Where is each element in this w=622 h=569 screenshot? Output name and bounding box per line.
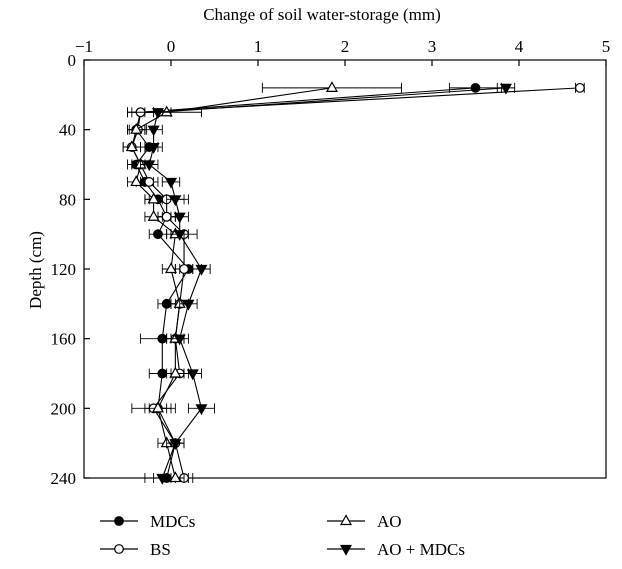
y-tick-label: 40 bbox=[59, 121, 76, 140]
legend-item: BS bbox=[100, 540, 171, 559]
series-1 bbox=[122, 82, 585, 483]
data-point bbox=[169, 195, 182, 207]
legend-item: AO + MDCs bbox=[327, 540, 465, 559]
data-point bbox=[147, 192, 160, 204]
legend-label: AO + MDCs bbox=[377, 540, 465, 559]
series-line bbox=[135, 87, 476, 479]
data-point bbox=[470, 82, 481, 93]
y-tick-label: 80 bbox=[59, 190, 76, 209]
y-axis-title: Depth (cm) bbox=[26, 231, 45, 309]
data-point bbox=[195, 264, 208, 276]
data-point bbox=[173, 334, 186, 346]
data-point bbox=[164, 177, 178, 189]
data-point bbox=[575, 82, 585, 93]
legend-marker bbox=[114, 516, 124, 526]
legend-marker bbox=[339, 514, 353, 526]
legend: MDCs BS AO AO + MDCs bbox=[100, 512, 465, 559]
data-point bbox=[156, 473, 169, 485]
legend-label: MDCs bbox=[150, 512, 195, 531]
legend-label: BS bbox=[150, 540, 171, 559]
data-point bbox=[147, 125, 160, 137]
data-point bbox=[173, 230, 186, 241]
y-tick-label: 240 bbox=[51, 469, 77, 488]
data-point bbox=[125, 140, 138, 152]
legend-label: AO bbox=[377, 512, 402, 531]
x-axis-title: Change of soil water-storage (mm) bbox=[203, 5, 441, 24]
data-point bbox=[157, 333, 168, 344]
data-point bbox=[151, 401, 164, 413]
legend-marker bbox=[114, 544, 124, 554]
x-tick-label: 0 bbox=[167, 37, 176, 56]
data-point bbox=[169, 471, 182, 483]
series-0 bbox=[127, 82, 503, 483]
series-line bbox=[148, 87, 506, 479]
data-point bbox=[157, 368, 168, 379]
y-tick-label: 120 bbox=[51, 260, 77, 279]
x-tick-label: 5 bbox=[602, 37, 611, 56]
series-layer bbox=[122, 81, 585, 485]
data-point bbox=[161, 211, 172, 222]
y-tick-label: 200 bbox=[51, 399, 77, 418]
data-point bbox=[153, 229, 163, 240]
data-point bbox=[143, 160, 156, 172]
data-point bbox=[164, 262, 178, 274]
y-tick-label: 0 bbox=[68, 51, 77, 70]
data-point bbox=[147, 142, 160, 154]
x-tick-label: −1 bbox=[75, 37, 93, 56]
data-point bbox=[499, 83, 512, 95]
data-point bbox=[161, 298, 172, 309]
x-tick-label: 4 bbox=[515, 37, 524, 56]
data-point bbox=[173, 212, 186, 224]
legend-item: AO bbox=[327, 512, 402, 531]
data-point bbox=[130, 122, 143, 134]
data-point bbox=[325, 81, 338, 92]
y-tick-label: 160 bbox=[51, 330, 77, 349]
x-tick-label: 1 bbox=[254, 37, 263, 56]
series-3 bbox=[140, 82, 516, 485]
x-tick-label: 2 bbox=[341, 37, 350, 56]
legend-marker bbox=[339, 544, 353, 556]
data-point bbox=[169, 366, 182, 378]
data-point bbox=[144, 177, 155, 187]
data-point bbox=[195, 404, 208, 416]
x-tick-label: 3 bbox=[428, 37, 437, 56]
data-point bbox=[130, 175, 143, 187]
data-point bbox=[147, 210, 160, 221]
data-point bbox=[182, 299, 195, 311]
data-point bbox=[169, 439, 182, 450]
data-point bbox=[151, 108, 164, 119]
data-point bbox=[186, 369, 199, 381]
data-point bbox=[179, 264, 189, 274]
series-line bbox=[131, 87, 333, 479]
series-line bbox=[131, 87, 580, 479]
legend-item: MDCs bbox=[100, 512, 195, 531]
